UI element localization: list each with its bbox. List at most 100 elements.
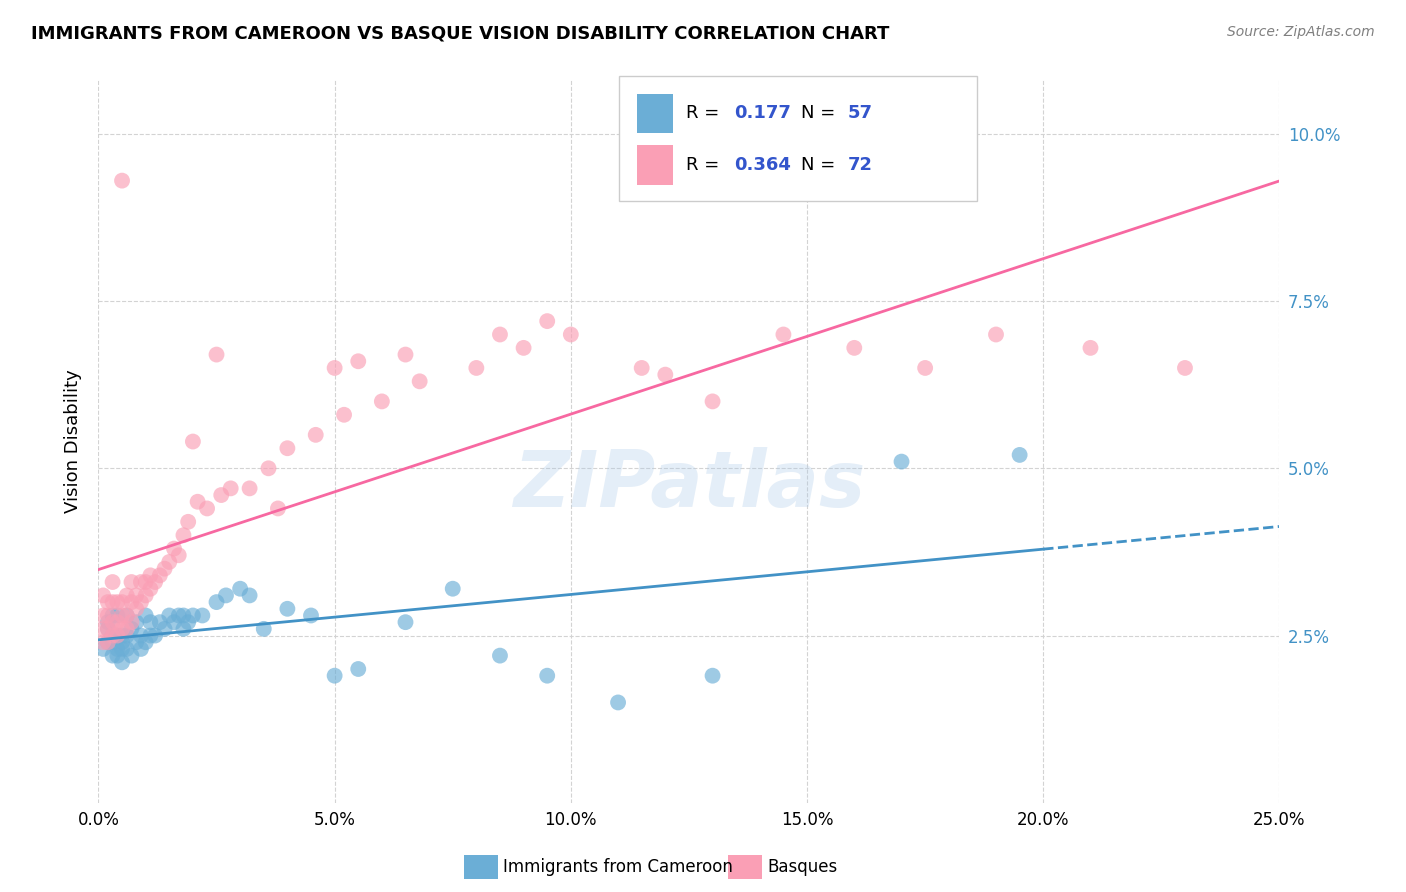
Point — [111, 595, 134, 609]
Point — [111, 628, 134, 642]
Point — [135, 574, 157, 589]
Point — [177, 515, 200, 529]
Point — [191, 608, 214, 623]
Text: R =: R = — [686, 156, 725, 174]
Point — [101, 615, 124, 630]
Point — [135, 635, 157, 649]
Point — [187, 494, 209, 508]
Point — [305, 427, 328, 442]
Point — [97, 622, 120, 636]
Point — [257, 461, 280, 475]
Point — [229, 582, 252, 596]
Point — [111, 635, 134, 649]
Point — [101, 595, 124, 609]
Point — [139, 615, 162, 630]
Point — [129, 574, 152, 589]
Text: R =: R = — [686, 104, 725, 122]
Point — [97, 622, 120, 636]
Point — [607, 696, 630, 710]
Text: Source: ZipAtlas.com: Source: ZipAtlas.com — [1227, 25, 1375, 39]
Text: 57: 57 — [848, 104, 873, 122]
Point — [239, 481, 262, 495]
Point — [209, 488, 232, 502]
Point — [177, 615, 200, 630]
Point — [97, 615, 120, 630]
Point — [536, 314, 558, 328]
Point — [276, 601, 298, 615]
Point — [267, 501, 290, 516]
Text: 0.364: 0.364 — [734, 156, 790, 174]
Point — [105, 628, 128, 642]
Point — [97, 635, 120, 649]
Point — [772, 327, 794, 342]
Point — [91, 589, 114, 603]
Text: 72: 72 — [848, 156, 873, 174]
Point — [1080, 341, 1102, 355]
Point — [172, 622, 194, 636]
Point — [347, 662, 370, 676]
Point — [105, 642, 128, 657]
Point — [91, 608, 114, 623]
Y-axis label: Vision Disability: Vision Disability — [63, 369, 82, 514]
Point — [105, 608, 128, 623]
Point — [702, 394, 724, 409]
Point — [101, 648, 124, 663]
Point — [111, 642, 134, 657]
Point — [163, 541, 186, 556]
Point — [111, 173, 134, 188]
Point — [139, 568, 162, 582]
Point — [181, 608, 204, 623]
Point — [115, 642, 138, 657]
Point — [1174, 360, 1197, 375]
Point — [536, 669, 558, 683]
Point — [105, 595, 128, 609]
Point — [101, 628, 124, 642]
Point — [205, 595, 228, 609]
Point — [91, 642, 114, 657]
Point — [219, 481, 242, 495]
Point — [172, 608, 194, 623]
Point — [115, 608, 138, 623]
Point — [702, 669, 724, 683]
Point — [323, 669, 346, 683]
Point — [125, 615, 148, 630]
Text: 0.177: 0.177 — [734, 104, 790, 122]
Point — [139, 628, 162, 642]
Point — [157, 555, 180, 569]
Point — [111, 608, 134, 623]
Point — [105, 628, 128, 642]
Point — [115, 608, 138, 623]
Point — [115, 589, 138, 603]
Point — [149, 568, 172, 582]
Point — [121, 595, 143, 609]
Point — [101, 635, 124, 649]
Point — [101, 608, 124, 623]
Point — [115, 622, 138, 636]
Point — [129, 628, 152, 642]
Point — [181, 434, 204, 449]
Point — [143, 628, 166, 642]
Point — [167, 548, 190, 563]
Point — [560, 327, 582, 342]
Point — [101, 628, 124, 642]
Point — [97, 595, 120, 609]
Point — [135, 608, 157, 623]
Point — [163, 615, 186, 630]
Point — [984, 327, 1007, 342]
Point — [630, 360, 652, 375]
Point — [890, 455, 912, 469]
Point — [111, 622, 134, 636]
Point — [111, 655, 134, 669]
Point — [167, 608, 190, 623]
Point — [512, 341, 534, 355]
Point — [1008, 448, 1031, 462]
Point — [105, 615, 128, 630]
Point — [101, 574, 124, 589]
Point — [121, 648, 143, 663]
Point — [299, 608, 322, 623]
Point — [143, 574, 166, 589]
Point — [465, 360, 488, 375]
Point — [394, 615, 416, 630]
Point — [153, 622, 176, 636]
Point — [97, 635, 120, 649]
